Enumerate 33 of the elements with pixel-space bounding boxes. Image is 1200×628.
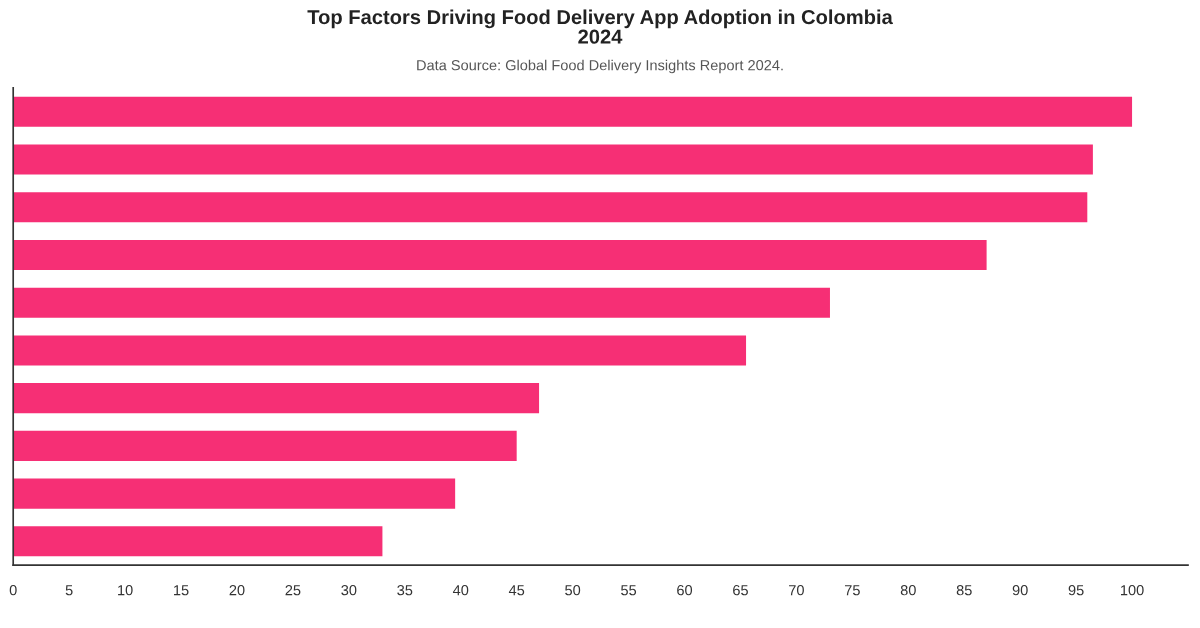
x-tick-label: 20 [229,585,245,596]
x-tick-label: 95 [1068,585,1084,596]
bar [13,430,517,461]
x-tick-label: 10 [118,585,133,596]
bar [13,383,540,414]
x-tick-label: 0 [9,585,17,596]
x-tick-label: 80 [900,585,916,596]
x-tick-label: 55 [621,585,637,596]
bar [13,192,1088,223]
x-tick-label: 60 [677,585,693,596]
x-tick-label: 25 [285,585,301,596]
x-tick-label: 5 [65,585,73,596]
chart-title: Top Factors Driving Food Delivery App Adoption in Colombia 2024 [307,9,893,44]
bar [13,287,830,318]
chart-subtitle: Data Source: Global Food Delivery Insights Report 2024. [417,59,783,74]
x-tick-label: 90 [1012,585,1028,596]
bar [13,144,1093,175]
x-tick-label: 85 [956,585,972,596]
bar [13,526,383,557]
bar [13,96,1133,127]
x-tick-label: 15 [174,585,189,596]
x-tick-label: 70 [789,585,804,596]
x-tick-label: 40 [452,585,469,596]
x-tick-label: 30 [341,585,357,596]
x-tick-label: 50 [565,585,581,596]
x-tick-label: 35 [397,585,413,596]
x-tick-label: 45 [508,585,525,596]
x-tick-label: 100 [1121,585,1144,596]
bar [13,335,747,366]
x-tick-label: 65 [733,585,748,596]
bar [13,239,987,270]
bar [13,478,456,509]
x-tick-label: 75 [844,585,860,596]
